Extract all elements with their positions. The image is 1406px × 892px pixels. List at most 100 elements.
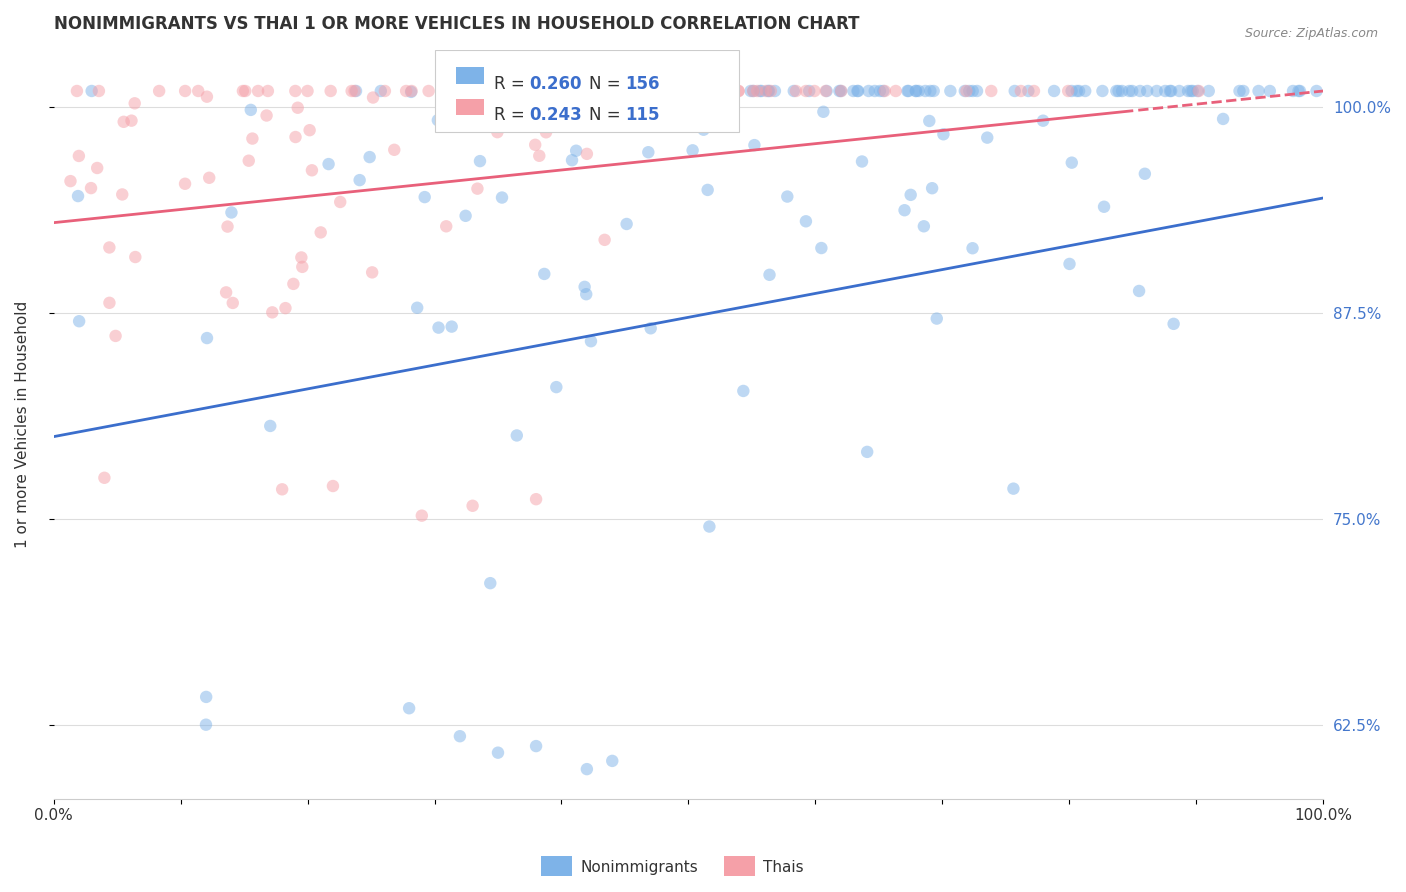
Point — [689, 105, 711, 120]
Point — [605, 84, 627, 98]
Point — [271, 483, 294, 497]
Point — [1129, 84, 1152, 98]
Point — [468, 154, 491, 169]
Point — [803, 84, 825, 98]
Text: N =: N = — [589, 75, 626, 93]
Point — [696, 84, 718, 98]
Point — [349, 173, 371, 187]
Point — [1136, 84, 1159, 98]
Point — [846, 84, 869, 98]
Point — [80, 181, 103, 195]
Point — [1188, 84, 1211, 98]
Point — [813, 104, 835, 119]
Point — [925, 311, 948, 326]
Point — [939, 84, 962, 98]
Point — [1187, 84, 1209, 98]
Point — [794, 214, 817, 228]
Point — [195, 690, 218, 704]
Point — [851, 154, 873, 169]
Point — [561, 84, 583, 98]
Point — [955, 84, 977, 98]
FancyBboxPatch shape — [434, 50, 740, 132]
Point — [921, 181, 943, 195]
Point — [637, 145, 659, 160]
Text: R =: R = — [494, 106, 530, 124]
Point — [600, 754, 623, 768]
Point — [920, 84, 942, 98]
Point — [914, 84, 936, 98]
Point — [1128, 284, 1150, 298]
Point — [904, 84, 927, 98]
Point — [239, 103, 262, 117]
Point — [650, 84, 672, 98]
FancyBboxPatch shape — [456, 67, 484, 84]
Point — [461, 499, 484, 513]
Point — [67, 314, 90, 328]
Point — [763, 84, 786, 98]
Point — [1288, 84, 1310, 98]
Point — [486, 125, 509, 139]
Point — [406, 301, 429, 315]
Point — [1002, 482, 1025, 496]
Point — [742, 84, 765, 98]
Point — [592, 84, 614, 98]
Point — [884, 84, 907, 98]
Point — [900, 187, 922, 202]
Point — [561, 153, 583, 168]
Point — [233, 84, 256, 98]
Point — [221, 205, 243, 219]
Point — [742, 84, 765, 98]
Point — [912, 219, 935, 234]
Point — [815, 84, 838, 98]
Point — [534, 125, 557, 139]
Point — [759, 84, 782, 98]
Point — [922, 84, 945, 98]
Point — [799, 84, 821, 98]
Point — [1118, 84, 1140, 98]
Point — [1289, 84, 1312, 98]
Point — [124, 250, 146, 264]
Point — [257, 84, 280, 98]
Point — [486, 746, 509, 760]
Point — [1258, 84, 1281, 98]
Point — [454, 209, 477, 223]
Point — [98, 240, 121, 254]
Point — [287, 101, 309, 115]
Point — [194, 717, 217, 731]
Text: Nonimmigrants: Nonimmigrants — [581, 860, 699, 874]
Point — [856, 445, 879, 459]
Point — [1154, 84, 1177, 98]
Point — [506, 428, 529, 442]
Point — [1060, 155, 1083, 169]
Point — [274, 301, 297, 315]
Point — [291, 260, 314, 274]
Point — [585, 84, 607, 98]
Point — [675, 84, 697, 98]
Point — [319, 84, 342, 98]
Point — [1232, 84, 1254, 98]
Point — [953, 84, 976, 98]
Point — [699, 519, 721, 533]
Point — [1163, 317, 1185, 331]
Point — [1067, 84, 1090, 98]
Point — [329, 194, 352, 209]
Point — [582, 84, 605, 98]
Point — [449, 729, 471, 743]
Point — [621, 84, 644, 98]
Point — [1180, 84, 1202, 98]
Point — [966, 84, 988, 98]
Text: 0.243: 0.243 — [530, 106, 582, 124]
Point — [727, 84, 749, 98]
Point — [716, 84, 738, 98]
Point — [1282, 84, 1305, 98]
Point — [297, 84, 319, 98]
Point — [529, 149, 551, 163]
Point — [98, 295, 121, 310]
Point — [111, 187, 134, 202]
Text: R =: R = — [494, 75, 530, 93]
Point — [1229, 84, 1251, 98]
Point — [755, 84, 778, 98]
Point — [558, 84, 581, 98]
Point — [1247, 84, 1270, 98]
Point — [846, 84, 869, 98]
